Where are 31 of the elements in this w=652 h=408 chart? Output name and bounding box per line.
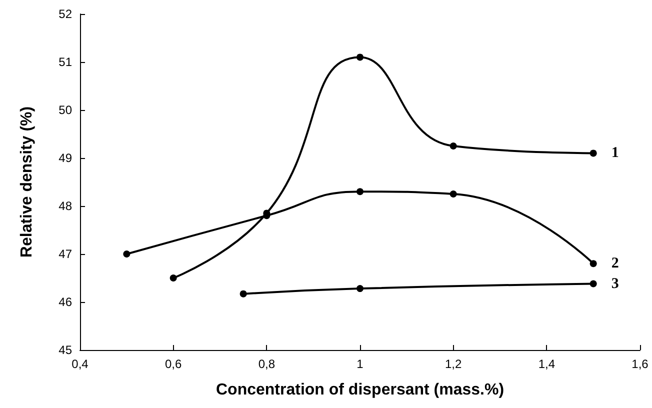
y-tick-label: 48 — [58, 199, 72, 213]
point — [450, 190, 457, 198]
y-tick-label: 50 — [58, 103, 72, 117]
x-axis-title: Concentration of dispersant (mass.%) — [216, 382, 504, 398]
point — [356, 285, 364, 292]
point — [240, 290, 247, 298]
point — [170, 274, 177, 282]
series-label: 2 — [611, 256, 619, 272]
x-tick-label: 1,2 — [444, 357, 462, 371]
point — [590, 280, 597, 288]
y-tick-label: 51 — [58, 55, 72, 69]
y-tick-label: 45 — [58, 343, 72, 357]
y-tick-label: 49 — [58, 151, 72, 165]
x-tick-label: 0,8 — [258, 357, 276, 371]
point — [123, 250, 130, 258]
series-label: 1 — [611, 145, 619, 162]
point — [450, 142, 457, 150]
y-tick-label: 47 — [58, 247, 72, 261]
series-label: 3 — [611, 276, 619, 292]
x-tick-label: 1 — [356, 357, 364, 371]
point — [590, 150, 597, 157]
x-tick-label: 1,4 — [538, 357, 556, 371]
point — [590, 260, 597, 268]
x-tick-label: 0,6 — [164, 357, 182, 371]
y-tick-label: 52 — [58, 7, 72, 21]
point — [356, 54, 364, 61]
x-tick-label: 1,6 — [632, 357, 649, 371]
y-tick-label: 46 — [58, 295, 72, 309]
point — [356, 188, 364, 196]
x-tick-label: 0,4 — [72, 357, 89, 371]
y-axis-title: Relative density (%) — [18, 106, 36, 258]
